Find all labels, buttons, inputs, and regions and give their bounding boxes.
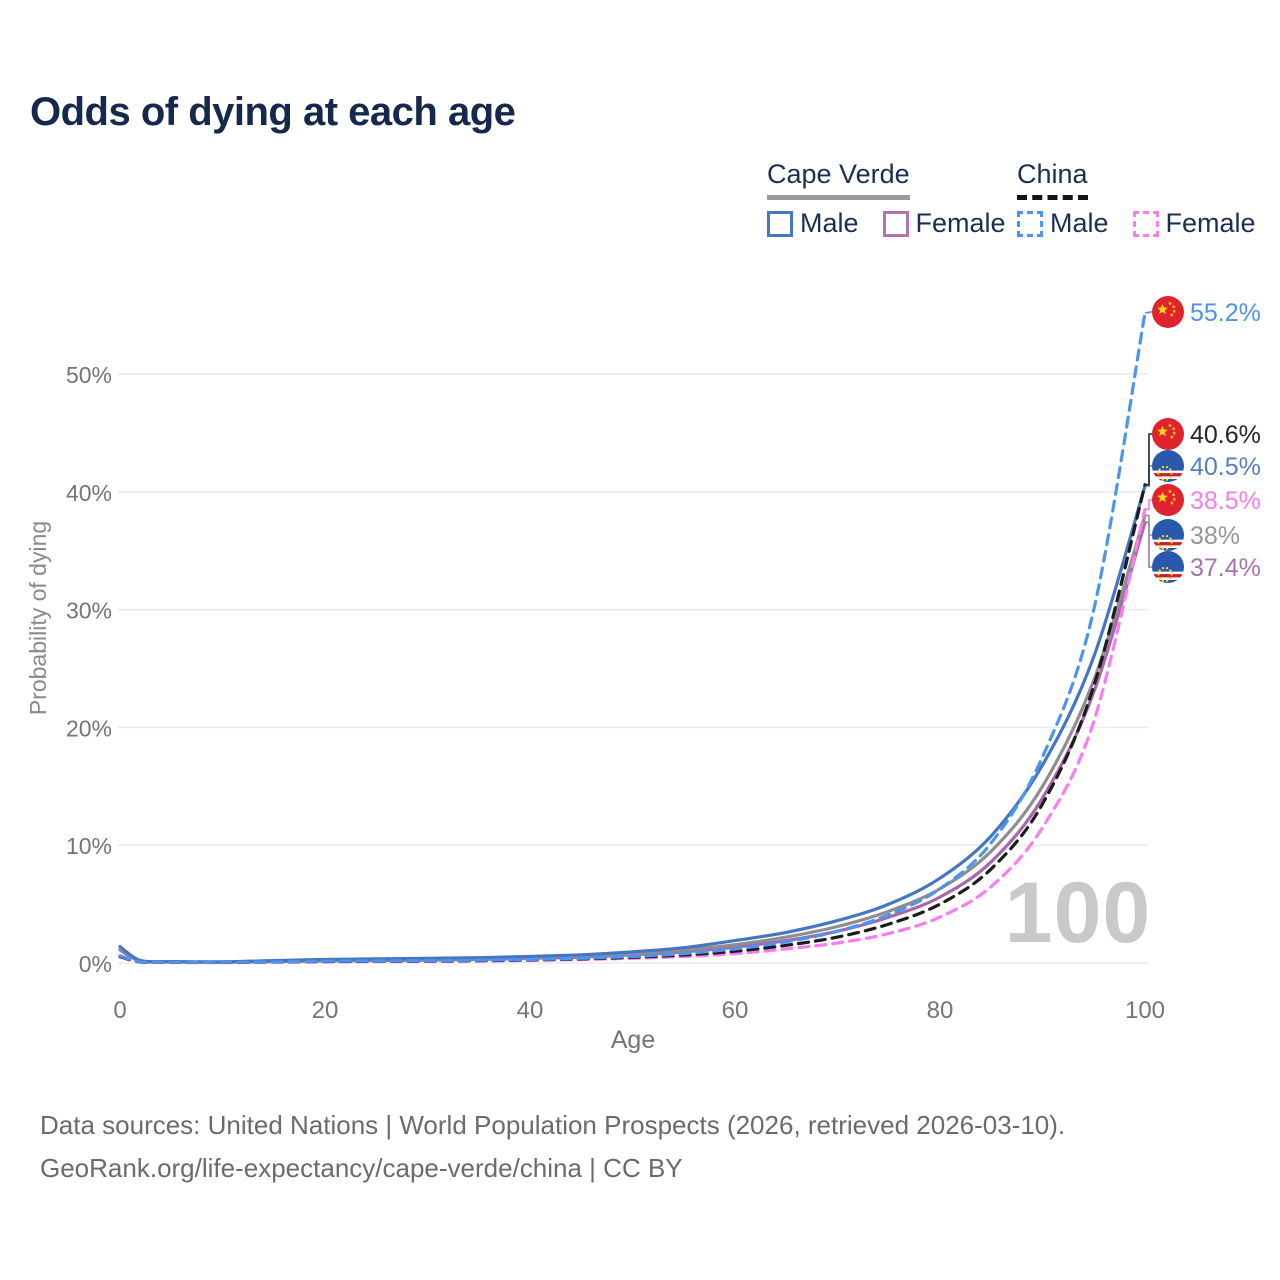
x-tick-label: 0 [113,997,126,1024]
end-labels-layer: 37.4% 38% 40.5% 38.5% 40.6% 55.2% [1145,296,1261,583]
end-label-connector-china-female [1145,499,1152,511]
series-line-cape-verde-female[interactable] [118,520,1147,964]
cape-verde-flag-icon [1152,551,1184,583]
y-tick-label: 30% [66,598,112,624]
hovered-age-watermark: 100 [1005,865,1152,961]
china-male-swatch[interactable] [1017,210,1043,237]
series-line-cape-verde-all[interactable] [118,513,1147,964]
y-tick-label: 10% [66,833,112,859]
china-female-swatch[interactable] [1132,210,1159,237]
china-flag-icon [1152,484,1184,516]
legend-country-china[interactable]: China [1017,159,1088,200]
end-value-label-cape-verde-all: 38% [1190,522,1240,550]
legend-label-china-male[interactable]: Male [1050,207,1109,238]
y-tick-label: 50% [66,362,112,388]
end-value-label-cape-verde-male: 40.5% [1190,453,1261,481]
end-label-connector-cape-verde-all [1145,514,1152,536]
legend-row-cape-verde: Male Female [767,207,1030,239]
footer: Data sources: United Nations | World Pop… [40,1104,1065,1190]
legend-label-cape-verde-female[interactable]: Female [915,207,1006,238]
gridlines-layer [118,373,1148,964]
watermark-layer: 100 [1005,865,1152,961]
series-line-cape-verde-male[interactable] [118,484,1147,964]
legend-group-china: China Male Female [1017,159,1280,239]
series-line-china-all[interactable] [118,483,1147,965]
china-flag-icon [1152,296,1184,328]
end-value-label-china-male: 55.2% [1190,299,1261,327]
end-label-connector-cape-verde-female [1145,521,1152,568]
china-flag-icon [1152,418,1184,450]
x-axis-title: Age [611,1026,655,1054]
x-tick-label: 20 [312,997,339,1024]
y-tick-label: 0% [79,951,112,977]
end-value-label-china-female: 38.5% [1190,487,1261,515]
page-title: Odds of dying at each age [30,90,516,134]
x-tick-label: 80 [927,997,954,1024]
legend-group-cape-verde: Cape Verde Male Female [767,159,1030,239]
end-label-connector-china-male [1145,311,1152,314]
x-tick-label: 60 [722,997,749,1024]
legend-label-china-female[interactable]: Female [1165,207,1256,238]
series-line-china-female[interactable] [118,507,1147,965]
footer-data-sources: Data sources: United Nations | World Pop… [40,1110,1066,1140]
x-tick-label: 100 [1125,997,1165,1024]
axis-labels-layer: 0% 10% 20% 30% 40% 50% 0 20 40 60 80 100 Age Probabil… [25,362,1165,1054]
x-tick-label: 40 [517,997,544,1024]
cape-verde-flag-icon [1152,519,1184,551]
legend-country-cape-verde[interactable]: Cape Verde [767,159,910,200]
footer-attribution: GeoRank.org/life-expectancy/cape-verde/c… [40,1153,683,1183]
cape-verde-flag-icon [1152,450,1184,482]
legend: Cape Verde Male Female China Male Female [0,159,1280,240]
end-value-label-cape-verde-female: 37.4% [1190,554,1261,582]
y-axis-title: Probability of dying [25,521,51,715]
series-lines-layer [118,311,1147,965]
end-value-label-china-all: 40.6% [1190,421,1261,449]
end-label-connector-china-all [1145,433,1152,486]
cape-verde-male-swatch[interactable] [767,210,793,237]
legend-row-china: Male Female [1017,207,1280,239]
legend-label-cape-verde-male[interactable]: Male [800,207,859,238]
series-line-china-male[interactable] [118,311,1147,964]
cape-verde-female-swatch[interactable] [882,210,909,237]
y-tick-label: 40% [66,480,112,506]
y-tick-label: 20% [66,715,112,741]
